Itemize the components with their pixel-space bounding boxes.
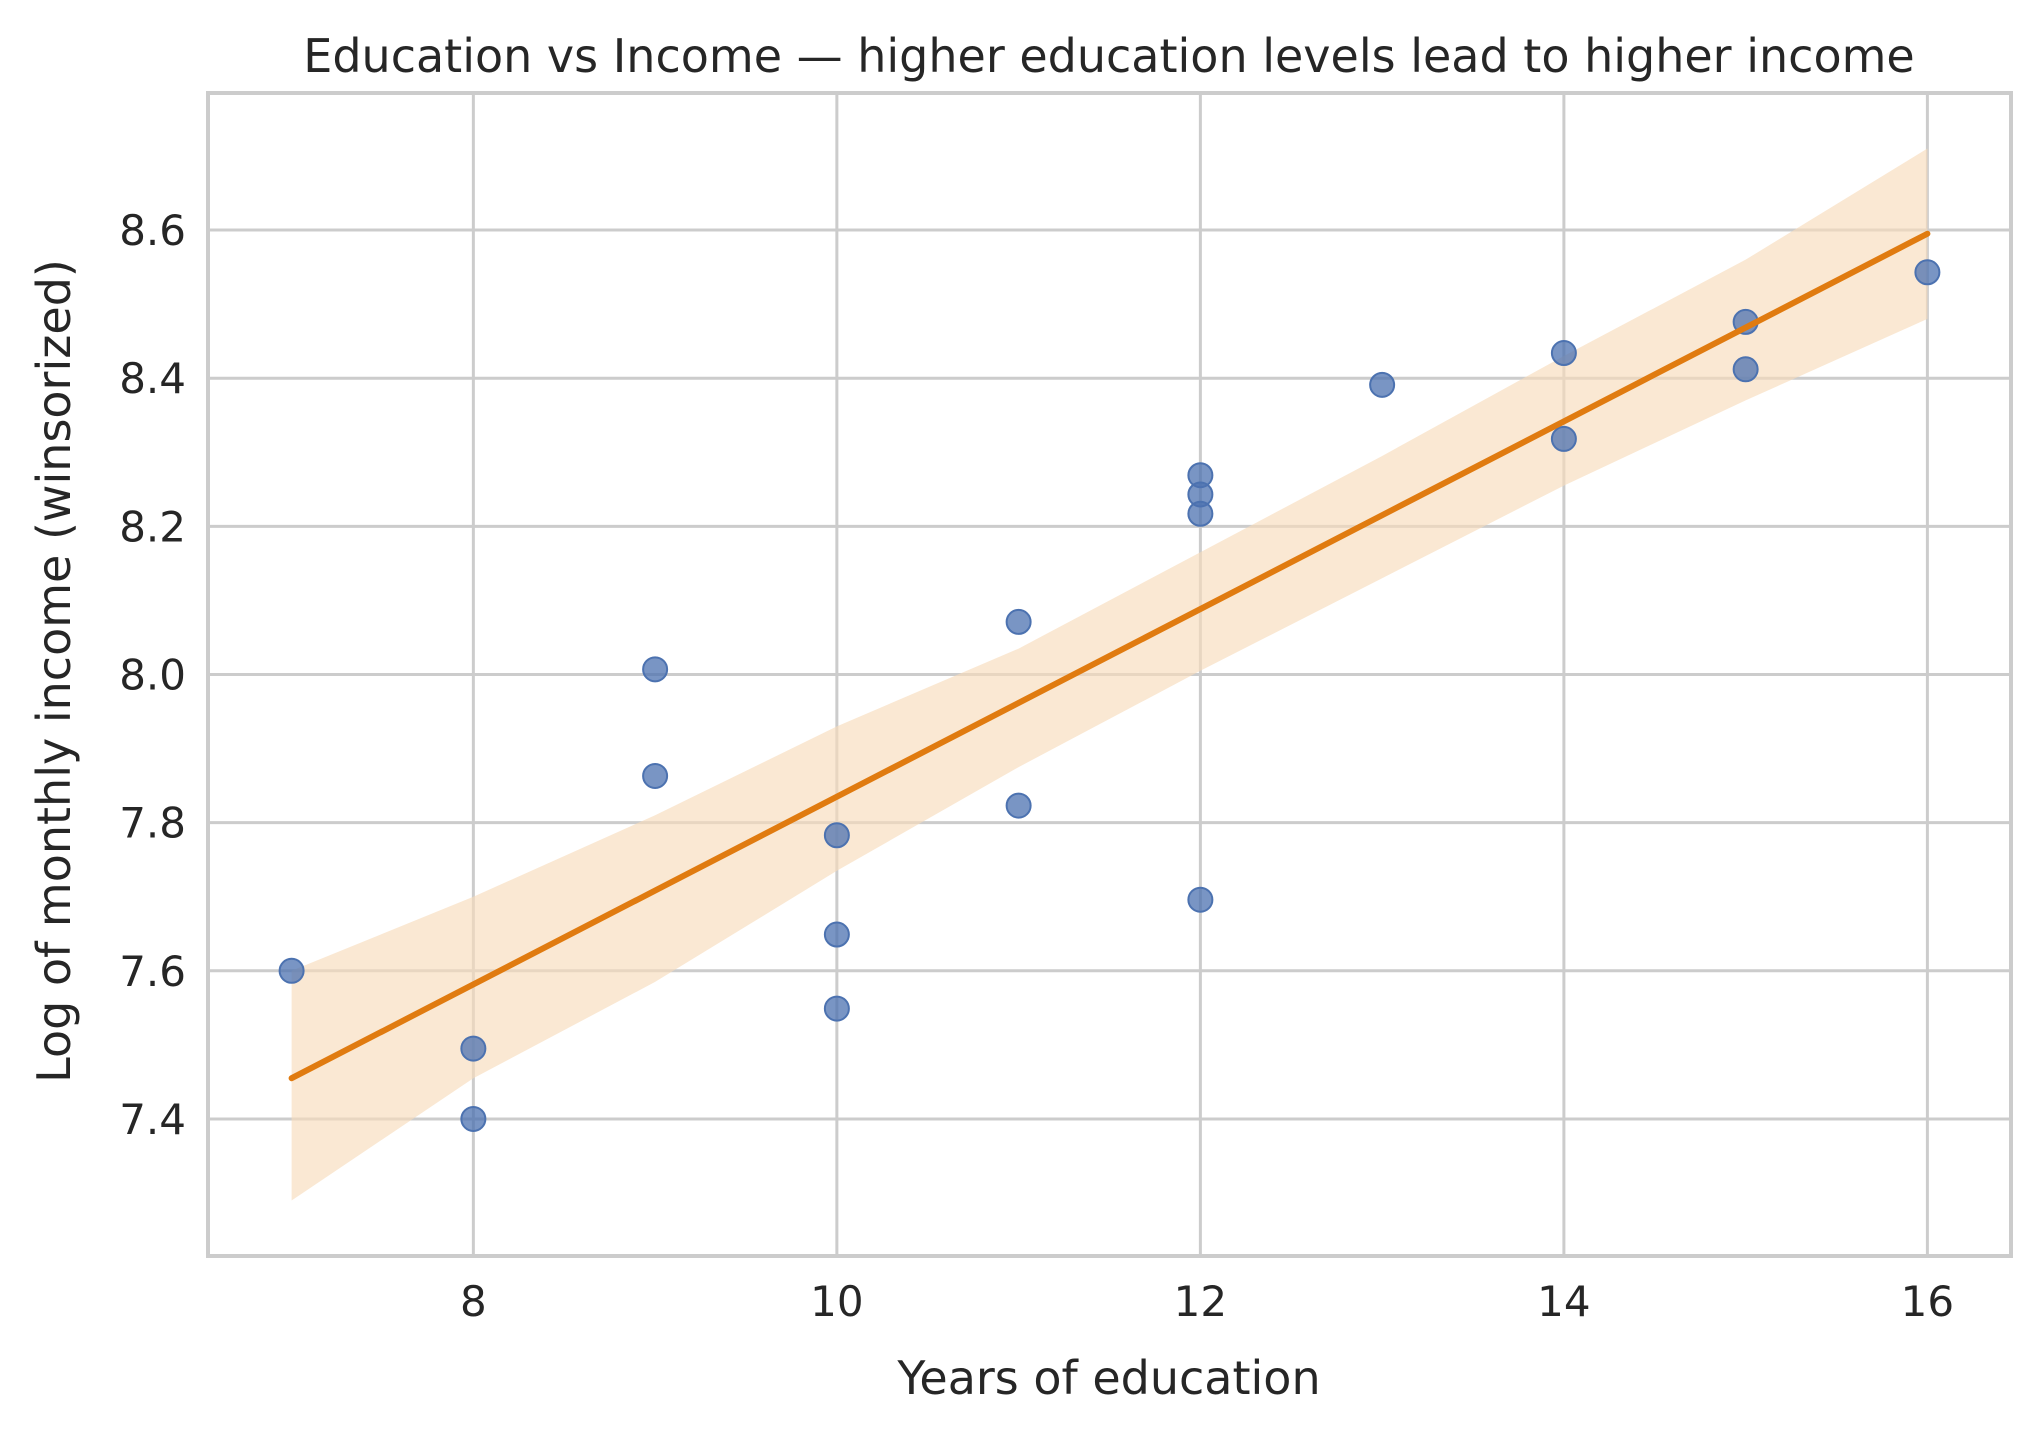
data-point	[1187, 886, 1214, 913]
y-tick-label: 8.2	[119, 502, 186, 551]
x-tick-labels: 8 10 12 14 16	[460, 1277, 1954, 1326]
x-tick-label: 16	[1901, 1277, 1954, 1326]
data-point	[823, 995, 850, 1022]
data-point	[1187, 500, 1214, 527]
y-tick-label: 7.4	[119, 1095, 186, 1144]
data-point	[1369, 371, 1396, 398]
data-point	[823, 822, 850, 849]
scatter-points	[278, 259, 1941, 1132]
data-point	[1914, 259, 1941, 286]
x-tick-label: 12	[1174, 1277, 1227, 1326]
regression-line-layer	[288, 230, 1931, 1082]
y-tick-label: 8.6	[119, 206, 186, 255]
x-axis-title: Years of education	[896, 1351, 1320, 1405]
data-point	[460, 1105, 487, 1132]
y-axis-title: Log of monthly income (winsorized)	[27, 259, 81, 1083]
data-point	[460, 1035, 487, 1062]
regression-line	[288, 230, 1931, 1082]
x-tick-label: 10	[810, 1277, 863, 1326]
data-point	[1005, 608, 1032, 635]
x-tick-label: 14	[1537, 1277, 1590, 1326]
data-point	[278, 957, 305, 984]
chart-title: Education vs Income — higher education l…	[303, 29, 1914, 83]
plot-frame	[206, 91, 2013, 1258]
y-tick-labels: 7.4 7.6 7.8 8.0 8.2 8.4 8.6	[119, 206, 186, 1144]
confidence-band	[291, 148, 1928, 1201]
data-point	[1732, 356, 1759, 383]
y-tick-label: 7.8	[119, 799, 186, 848]
x-tick-label: 8	[460, 1277, 487, 1326]
data-point	[642, 656, 669, 683]
data-point	[823, 921, 850, 948]
y-tick-label: 8.4	[119, 354, 186, 403]
data-point	[642, 762, 669, 789]
y-tick-label: 7.6	[119, 947, 186, 996]
data-point	[1005, 792, 1032, 819]
confidence-band-layer	[291, 148, 1928, 1201]
data-point	[1550, 340, 1577, 367]
data-point	[1550, 425, 1577, 452]
y-tick-label: 8.0	[119, 651, 186, 700]
